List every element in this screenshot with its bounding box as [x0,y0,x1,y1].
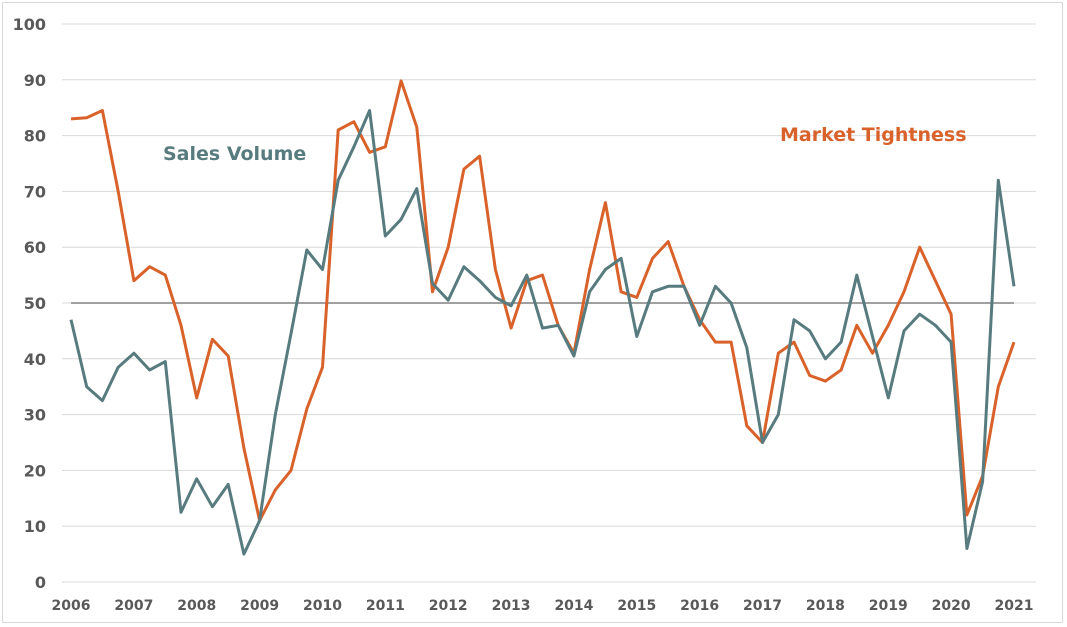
y-tick-label: 70 [24,182,46,201]
y-tick-label: 90 [24,71,46,90]
x-tick-label: 2006 [52,598,91,614]
x-tick-label: 2013 [492,598,531,614]
series-label-market-tightness: Market Tightness [780,124,967,146]
x-tick-label: 2010 [303,598,342,614]
y-tick-label: 10 [24,517,46,536]
series-line-market-tightness [70,79,1016,523]
x-tick-label: 2019 [869,598,908,614]
x-tick-label: 2009 [240,598,279,614]
y-tick-label: 80 [24,127,46,146]
x-axis-ticks: 2006 2007 2008 2009 2010 2011 2012 2013 2014 2015… [52,598,1034,614]
x-tick-label: 2011 [366,598,405,614]
y-axis-ticks: 0 10 20 30 40 50 60 70 80 90 100 [13,15,46,592]
x-tick-label: 2017 [743,598,782,614]
x-tick-label: 2012 [429,598,468,614]
x-tick-label: 2007 [114,598,153,614]
series-label-sales-volume: Sales Volume [163,143,306,165]
x-tick-label: 2016 [680,598,719,614]
x-tick-label: 2021 [995,598,1034,614]
x-tick-label: 2015 [617,598,656,614]
y-tick-label: 30 [24,406,46,425]
y-tick-label: 100 [13,15,46,34]
series-line-sales-volume [69,109,1016,556]
y-tick-label: 0 [35,573,46,592]
y-tick-label: 50 [24,294,46,313]
y-tick-label: 40 [24,350,46,369]
series-lines [69,79,1016,556]
y-tick-label: 60 [24,238,46,257]
gridlines [62,23,1036,583]
x-tick-label: 2018 [806,598,845,614]
x-tick-label: 2014 [554,598,593,614]
y-tick-label: 20 [24,461,46,480]
x-tick-label: 2020 [932,598,971,614]
x-tick-label: 2008 [177,598,216,614]
